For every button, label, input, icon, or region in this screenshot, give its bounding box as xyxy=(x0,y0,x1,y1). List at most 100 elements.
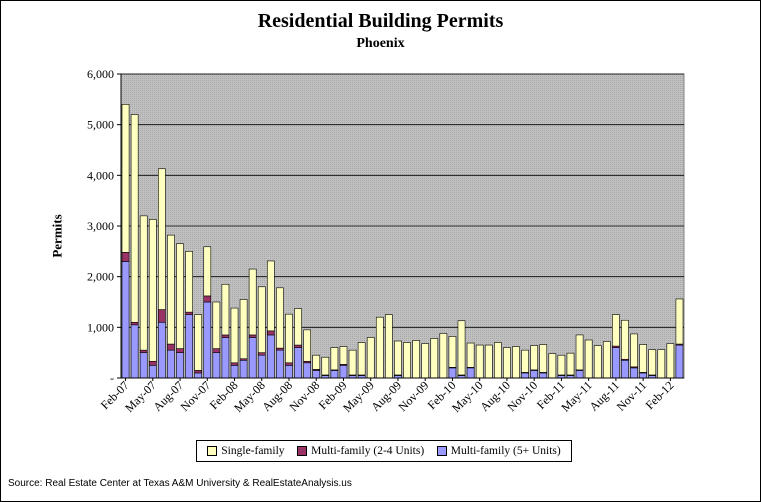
bar-multi-5plus xyxy=(612,347,620,379)
bar-single-family xyxy=(575,334,584,371)
bar-multi-5plus xyxy=(312,370,321,379)
bar-single-family xyxy=(357,342,366,376)
bar-single-family xyxy=(303,329,311,362)
bar-single-family xyxy=(148,219,157,362)
bar-multi-5plus xyxy=(266,334,275,379)
x-tick-label: May-08 xyxy=(231,378,268,415)
bar-multi-2-4 xyxy=(158,309,166,323)
bar-multi-5plus xyxy=(621,359,629,379)
y-tick-label: 1,000 xyxy=(87,320,114,334)
bar-single-family xyxy=(212,301,221,349)
y-tick-label: 5,000 xyxy=(87,118,114,132)
bar-single-family xyxy=(548,353,557,379)
bar-multi-2-4 xyxy=(266,330,275,336)
bar-single-family xyxy=(566,352,575,376)
legend: Single-family Multi-family (2-4 Units) M… xyxy=(196,440,572,462)
y-tick-label: - xyxy=(110,371,114,385)
bar-single-family xyxy=(167,234,175,345)
legend-swatch-multi-5plus xyxy=(436,446,447,456)
bar-single-family xyxy=(130,114,139,323)
bar-multi-5plus xyxy=(330,370,339,379)
bar-single-family xyxy=(512,346,520,379)
bar-single-family xyxy=(266,260,275,332)
legend-label-multi-5plus: Multi-family (5+ Units) xyxy=(450,445,561,457)
bar-single-family xyxy=(412,340,420,379)
bar-multi-2-4 xyxy=(185,311,193,315)
bar-multi-2-4 xyxy=(221,334,230,338)
legend-item-multi-2-4: Multi-family (2-4 Units) xyxy=(297,445,424,457)
bar-multi-5plus xyxy=(194,372,203,379)
bar-multi-2-4 xyxy=(285,362,293,366)
bar-single-family xyxy=(648,349,657,376)
bar-single-family xyxy=(666,343,675,379)
x-tick-label: May-11 xyxy=(558,378,594,414)
bar-single-family xyxy=(375,316,384,379)
bar-multi-5plus xyxy=(230,365,239,379)
bar-multi-2-4 xyxy=(203,295,212,303)
bar-single-family xyxy=(494,342,502,379)
bar-single-family xyxy=(194,314,203,371)
bar-multi-5plus xyxy=(294,347,302,379)
bar-single-family xyxy=(139,215,148,351)
bar-single-family xyxy=(657,349,666,379)
x-tick-label: Nov-10 xyxy=(504,378,540,414)
legend-label-multi-2-4: Multi-family (2-4 Units) xyxy=(311,445,425,457)
bar-multi-5plus xyxy=(575,370,584,379)
bar-single-family xyxy=(484,344,493,379)
bar-multi-5plus xyxy=(185,314,193,379)
bar-multi-2-4 xyxy=(212,348,221,353)
bar-multi-5plus xyxy=(675,344,684,379)
legend-item-multi-5plus: Multi-family (5+ Units) xyxy=(436,445,561,457)
bar-multi-2-4 xyxy=(121,252,130,262)
bar-single-family xyxy=(557,354,566,376)
x-tick-label: Feb-12 xyxy=(643,378,677,412)
bar-single-family xyxy=(312,354,321,370)
bar-multi-5plus xyxy=(203,301,212,379)
bar-multi-5plus xyxy=(121,261,130,379)
bar-multi-5plus xyxy=(521,372,529,379)
bar-multi-5plus xyxy=(139,352,148,379)
x-tick-label: Nov-08 xyxy=(287,378,323,414)
bar-single-family xyxy=(221,283,230,336)
bar-multi-5plus xyxy=(630,367,638,379)
bar-multi-2-4 xyxy=(194,370,203,374)
legend-swatch-multi-2-4 xyxy=(297,446,308,456)
x-tick-label: May-09 xyxy=(340,378,377,415)
bar-single-family xyxy=(466,342,475,368)
bar-single-family xyxy=(639,344,647,373)
bar-single-family xyxy=(539,344,548,373)
bar-multi-5plus xyxy=(158,321,166,379)
bar-single-family xyxy=(248,268,257,336)
chart-title: Residential Building Permits xyxy=(257,10,504,32)
bar-multi-2-4 xyxy=(257,352,266,356)
bar-multi-2-4 xyxy=(294,344,302,348)
bar-single-family xyxy=(630,333,638,368)
legend-item-single-family: Single-family xyxy=(207,445,285,457)
bar-single-family xyxy=(448,336,457,368)
bar-single-family xyxy=(366,337,375,379)
bar-single-family xyxy=(176,243,184,349)
bar-multi-2-4 xyxy=(139,349,148,353)
bar-multi-2-4 xyxy=(230,362,239,366)
x-tick-label: May-10 xyxy=(449,378,486,415)
bar-multi-5plus xyxy=(176,352,184,379)
bar-multi-5plus xyxy=(276,349,284,379)
bar-multi-5plus xyxy=(339,365,348,379)
bar-multi-2-4 xyxy=(276,347,284,351)
y-tick-label: 3,000 xyxy=(87,219,114,233)
bar-single-family xyxy=(330,347,339,371)
bar-single-family xyxy=(403,342,411,379)
bar-single-family xyxy=(230,307,239,364)
bar-multi-5plus xyxy=(539,372,548,379)
bar-single-family xyxy=(430,338,439,379)
bar-multi-2-4 xyxy=(248,334,257,338)
x-tick-label: May-07 xyxy=(122,378,159,415)
bar-single-family xyxy=(321,356,330,376)
bar-multi-5plus xyxy=(639,372,647,379)
bar-multi-5plus xyxy=(212,352,221,379)
bar-single-family xyxy=(621,319,629,360)
bar-single-family xyxy=(348,349,357,376)
legend-label-single-family: Single-family xyxy=(221,445,285,457)
source-note: Source: Real Estate Center at Texas A&M … xyxy=(8,478,352,489)
legend-swatch-single-family xyxy=(207,446,218,456)
